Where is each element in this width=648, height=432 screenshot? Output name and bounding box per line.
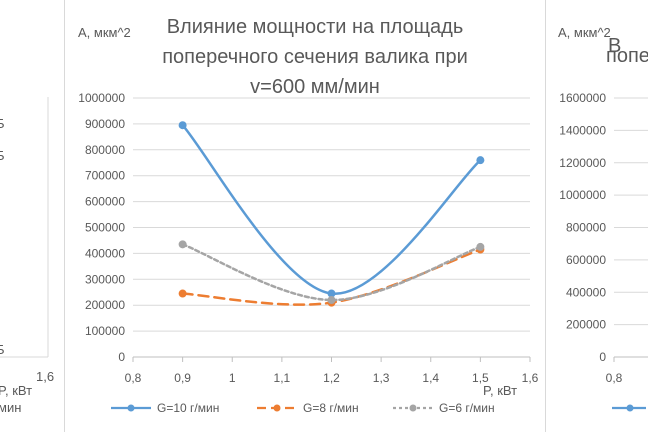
- x-tick-label: 0,9: [174, 371, 191, 385]
- y-tick-label: 300000: [85, 272, 125, 286]
- legend-label: G=10 г/мин: [157, 401, 220, 415]
- x-tick-label: 1,6: [522, 371, 539, 385]
- y-tick-label: 600000: [85, 195, 125, 209]
- left-axis-letter: Б: [0, 148, 5, 163]
- y-tick-label: 200000: [85, 298, 125, 312]
- y-tick-label: 1000000: [78, 91, 125, 105]
- data-point: [178, 289, 187, 298]
- x-tick-label: 1,2: [323, 371, 340, 385]
- y-tick-label: 800000: [85, 143, 125, 157]
- y-tick-label: 1400000: [559, 123, 606, 137]
- right-chart-title-fragment: В: [608, 35, 622, 57]
- y-tick-label: 0: [599, 350, 606, 364]
- y-tick-label: 700000: [85, 169, 125, 183]
- x-axis-title: P, кВт: [483, 383, 518, 398]
- left-x-tick-label: 1,6: [36, 369, 55, 384]
- data-point: [327, 289, 336, 298]
- x-tick-label: 1,5: [472, 371, 489, 385]
- left-legend-fragment: мин: [0, 400, 22, 415]
- legend-swatch: [111, 404, 151, 412]
- y-tick-label: 400000: [566, 285, 606, 299]
- chart-title-line: поперечного сечения валика при: [162, 46, 468, 68]
- panel-divider: [64, 0, 65, 432]
- data-point: [178, 121, 187, 130]
- y-tick-label: 500000: [85, 221, 125, 235]
- data-point: [476, 156, 485, 165]
- legend-label: G=8 г/мин: [303, 401, 359, 415]
- x-tick-label: 1: [229, 371, 236, 385]
- right-chart-title-fragment: попе: [606, 45, 648, 67]
- y-tick-label: 0: [118, 350, 125, 364]
- y-tick-label: 900000: [85, 117, 125, 131]
- y-tick-label: 1200000: [559, 156, 606, 170]
- main-chart: Влияние мощности на площадь поперечного …: [65, 0, 545, 432]
- y-tick-label: 1000000: [559, 188, 606, 202]
- x-tick-label: 1,1: [274, 371, 291, 385]
- chart-title-line: v=600 мм/мин: [250, 76, 380, 98]
- legend-swatch: [393, 404, 433, 412]
- left-chart-fragment: Б Б Б 1,6 P, кВт мин: [0, 0, 64, 432]
- y-tick-label: 600000: [566, 253, 606, 267]
- y-tick-label: 200000: [566, 318, 606, 332]
- x-tick-label: 0,8: [606, 371, 623, 385]
- chart-title-line: Влияние мощности на площадь: [166, 16, 464, 38]
- left-axis-letter: Б: [0, 116, 5, 131]
- legend-label: G=6 г/мин: [439, 401, 495, 415]
- y-tick-label: 1600000: [559, 91, 606, 105]
- panel-divider: [545, 0, 546, 432]
- x-tick-label: 1,4: [422, 371, 439, 385]
- left-x-axis-title: P, кВт: [0, 383, 33, 398]
- right-chart-plot: 0 200000 400000 600000 800000 1000000 1200000 1…: [559, 91, 648, 412]
- data-point: [178, 240, 187, 249]
- right-y-axis-title: А, мкм^2: [558, 25, 611, 40]
- chart-plot: 0 100000 200000 300000 400000 500000 600000 700…: [78, 91, 539, 385]
- y-axis-title: А, мкм^2: [78, 25, 131, 40]
- legend-swatch-marker: [626, 404, 634, 412]
- x-tick-label: 1,3: [373, 371, 390, 385]
- y-tick-label: 400000: [85, 246, 125, 260]
- data-point: [327, 296, 336, 305]
- left-chart-plot: [0, 97, 49, 358]
- left-axis-letter: Б: [0, 342, 5, 357]
- chart-title: Влияние мощности на площадь поперечного …: [125, 12, 505, 102]
- data-point: [476, 242, 485, 251]
- y-tick-label: 800000: [566, 221, 606, 235]
- y-tick-label: 100000: [85, 324, 125, 338]
- legend-swatch: [257, 404, 297, 412]
- chart-legend: G=10 г/мин G=8 г/мин G=6 г/мин: [109, 400, 529, 416]
- right-chart-fragment: А, мкм^2 В попе 0 200000 400000 600000 80000…: [546, 0, 648, 432]
- x-tick-label: 0,8: [125, 371, 142, 385]
